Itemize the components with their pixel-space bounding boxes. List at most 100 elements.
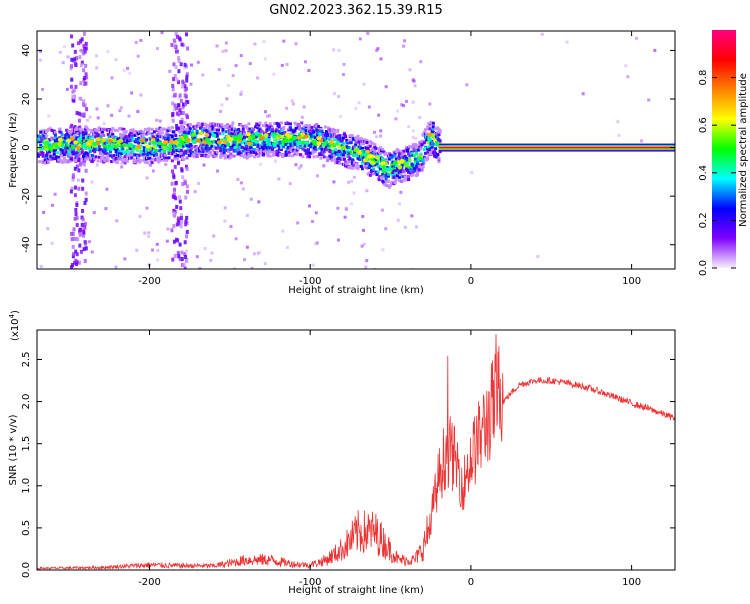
ridge-cell xyxy=(105,138,109,142)
interference-cell xyxy=(179,215,183,220)
ridge-cell xyxy=(295,144,299,148)
noise-cell xyxy=(210,251,214,255)
ridge-cell xyxy=(139,144,143,148)
noise-cell xyxy=(196,60,200,64)
interference-cell xyxy=(84,46,88,51)
interference-cell xyxy=(78,243,82,248)
noise-cell xyxy=(239,92,243,96)
ridge-cell xyxy=(246,135,250,139)
x-tick-label: -200 xyxy=(138,577,161,588)
ridge-cell xyxy=(265,124,269,128)
ridge-cell xyxy=(77,157,81,161)
ridge-cell xyxy=(160,156,164,160)
ridge-cell xyxy=(267,137,271,141)
ridge-cell xyxy=(301,145,305,149)
snr-frame xyxy=(36,329,676,571)
ridge-cell xyxy=(354,136,358,140)
ridge-cell xyxy=(297,125,301,129)
ridge-cell xyxy=(336,135,340,139)
ridge-cell xyxy=(248,127,252,131)
ridge-cell xyxy=(274,129,278,133)
interference-cell xyxy=(78,161,82,166)
ridge-cell xyxy=(303,132,307,136)
ridge-cell xyxy=(293,142,297,146)
noise-cell xyxy=(404,99,408,103)
ridge-cell xyxy=(337,143,341,147)
ridge-cell xyxy=(240,153,244,157)
ridge-cell xyxy=(204,138,208,142)
ridge-cell xyxy=(376,159,380,163)
noise-cell xyxy=(126,66,130,70)
interference-cell xyxy=(72,252,76,257)
ridge-cell xyxy=(239,123,243,127)
ridge-cell xyxy=(188,122,192,126)
ridge-cell xyxy=(411,163,415,167)
ridge-cell xyxy=(319,132,323,136)
ridge-cell xyxy=(408,165,412,169)
ridge-cell xyxy=(227,143,231,147)
ridge-cell xyxy=(248,129,252,133)
ridge-cell xyxy=(68,131,72,135)
ridge-hotspot xyxy=(113,144,119,149)
ridge-cell xyxy=(187,153,191,157)
interference-cell xyxy=(72,227,76,232)
ridge-cell xyxy=(90,153,94,157)
ridge-cell xyxy=(313,150,317,154)
ridge-cell xyxy=(170,135,174,139)
x-tick-label: -200 xyxy=(138,276,161,287)
ridge-cell xyxy=(53,133,57,137)
ridge-hotspot xyxy=(108,146,114,151)
ridge-cell xyxy=(429,152,433,156)
ridge-cell xyxy=(125,159,129,163)
ridge-hotspot xyxy=(195,138,201,143)
ridge-cell xyxy=(272,142,276,146)
ridge-cell xyxy=(219,149,223,153)
colorbar: 0.00.20.40.60.8 Normalized spectral ampl… xyxy=(698,30,749,276)
ridge-cell xyxy=(251,137,255,141)
ridge-cell xyxy=(267,125,271,129)
noise-cell xyxy=(362,228,366,232)
ridge-cell xyxy=(367,171,371,175)
ridge-cell xyxy=(61,145,65,149)
ridge-cell xyxy=(219,155,223,159)
ridge-cell xyxy=(242,139,246,143)
ridge-hotspot xyxy=(383,167,389,172)
ridge-cell xyxy=(76,132,80,136)
noise-cell xyxy=(647,98,651,102)
noise-cell xyxy=(76,178,80,182)
noise-cell xyxy=(239,54,243,58)
ridge-cell xyxy=(71,148,75,152)
noise-cell xyxy=(263,262,267,266)
ridge-cell xyxy=(98,135,102,139)
noise-cell xyxy=(273,159,277,163)
interference-cell xyxy=(82,112,86,117)
ridge-cell xyxy=(183,130,187,134)
ridge-cell xyxy=(420,167,424,171)
noise-cell xyxy=(189,63,193,67)
ridge-cell xyxy=(194,151,198,155)
interference-cell xyxy=(71,173,75,178)
ridge-cell xyxy=(135,148,139,152)
ridge-hotspot xyxy=(340,145,346,150)
ridge-cell xyxy=(227,150,231,154)
ridge-cell xyxy=(290,128,294,132)
ridge-cell xyxy=(201,130,205,134)
ridge-cell xyxy=(355,140,359,144)
spectrogram-frame xyxy=(36,30,676,270)
x-tick-label: 100 xyxy=(622,276,641,287)
ridge-cell xyxy=(282,126,286,130)
ridge-cell xyxy=(128,133,132,137)
interference-cell xyxy=(75,111,79,116)
ridge-cell xyxy=(146,147,150,151)
interference-cell xyxy=(76,237,80,242)
ridge-cell xyxy=(130,156,134,160)
noise-cell xyxy=(296,221,300,225)
ridge-cell xyxy=(129,152,133,156)
ridge-cell xyxy=(80,157,84,161)
interference-cell xyxy=(171,169,175,174)
ridge-hotspot xyxy=(92,141,98,146)
ridge-cell xyxy=(183,127,187,131)
noise-cell xyxy=(402,104,406,108)
ridge-cell xyxy=(179,126,183,130)
